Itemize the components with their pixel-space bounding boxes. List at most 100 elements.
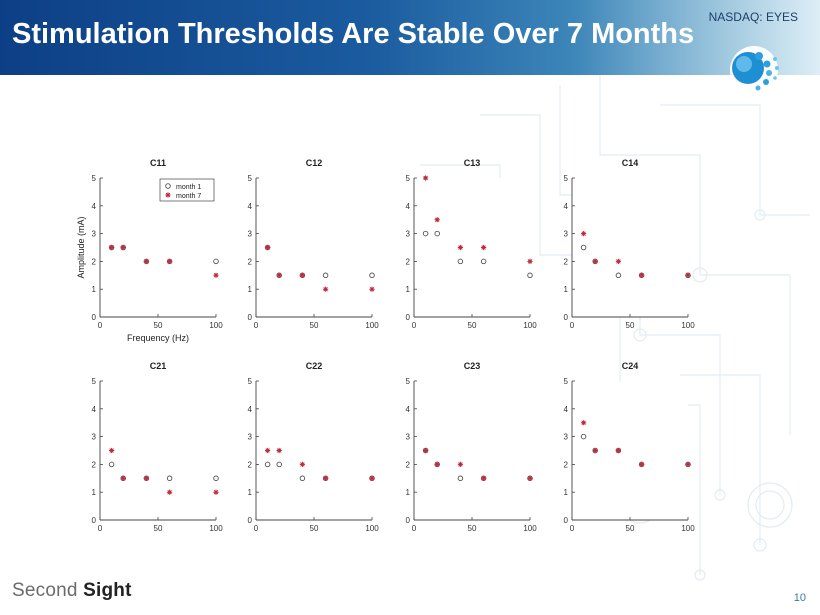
brand-logo: Second Sight [12, 580, 132, 602]
y-tick-label: 1 [406, 488, 411, 497]
y-tick-label: 2 [564, 257, 569, 266]
y-tick-label: 3 [92, 433, 97, 442]
legend-box [159, 178, 215, 202]
y-tick-label: 0 [564, 313, 569, 322]
month7-point [109, 244, 115, 251]
month1-point [480, 258, 487, 265]
legend-marker-month7 [165, 192, 171, 198]
y-tick-label: 5 [92, 174, 97, 183]
month7-point [323, 475, 329, 481]
month7-point [276, 447, 282, 454]
y-tick-label: 3 [406, 230, 411, 239]
x-tick-label: 100 [365, 321, 379, 330]
month7-point [434, 217, 440, 223]
brand-text-sight: Sight [83, 580, 132, 601]
month7-point [143, 475, 149, 481]
month7-point [213, 272, 219, 278]
month7-point [615, 258, 621, 264]
month7-point [434, 461, 440, 467]
globe-logo-icon [730, 46, 779, 94]
month1-point [615, 272, 622, 279]
y-tick-label: 0 [564, 516, 569, 525]
month7-point [276, 272, 282, 278]
y-tick-label: 4 [248, 202, 253, 211]
month1-point [580, 433, 587, 440]
month7-point [120, 244, 126, 251]
x-tick-label: 100 [681, 524, 695, 533]
y-tick-label: 3 [248, 433, 253, 442]
month7-point [615, 447, 621, 454]
x-axis-label: Frequency (Hz) [127, 333, 189, 343]
y-tick-label: 5 [248, 174, 253, 183]
y-tick-label: 0 [248, 516, 253, 525]
month7-point [685, 461, 691, 467]
brand-text-second: Second [12, 580, 84, 601]
x-tick-label: 100 [365, 524, 379, 533]
y-tick-label: 2 [92, 460, 97, 469]
month7-point [592, 258, 598, 264]
y-tick-label: 1 [92, 488, 97, 497]
y-tick-label: 1 [92, 285, 97, 294]
x-tick-label: 0 [412, 524, 417, 533]
y-tick-label: 2 [248, 460, 253, 469]
month1-point [166, 475, 173, 482]
legend-label: month 7 [176, 193, 201, 200]
x-tick-label: 100 [681, 321, 695, 330]
month7-point [527, 258, 533, 264]
x-tick-label: 0 [254, 321, 259, 330]
x-tick-label: 50 [154, 524, 163, 533]
x-tick-label: 0 [98, 321, 103, 330]
chart-title: C24 [622, 361, 639, 371]
slide-title: Stimulation Thresholds Are Stable Over 7… [12, 18, 695, 50]
y-tick-label: 0 [92, 516, 97, 525]
month7-point [299, 461, 305, 467]
legend-marker-month1 [165, 183, 171, 189]
month7-point [167, 489, 173, 495]
slide-header: Stimulation Thresholds Are Stable Over 7… [0, 0, 820, 94]
month7-point [457, 461, 463, 467]
y-tick-label: 4 [92, 202, 97, 211]
x-tick-label: 0 [570, 524, 575, 533]
month7-point [299, 272, 305, 278]
chart-title: C23 [464, 361, 481, 371]
y-tick-label: 5 [564, 377, 569, 386]
month1-point [434, 230, 440, 237]
month7-point [323, 286, 329, 292]
month7-point [369, 475, 375, 481]
y-tick-label: 4 [406, 405, 411, 414]
x-tick-label: 50 [468, 321, 477, 330]
y-tick-label: 5 [248, 377, 253, 386]
x-tick-label: 50 [310, 321, 319, 330]
x-tick-label: 50 [626, 524, 635, 533]
y-tick-label: 5 [406, 174, 411, 183]
x-tick-label: 50 [468, 524, 477, 533]
y-tick-label: 0 [248, 313, 253, 322]
month7-point [265, 244, 271, 251]
y-tick-label: 0 [406, 516, 411, 525]
chart-title: C22 [306, 361, 323, 371]
y-tick-label: 1 [248, 285, 253, 294]
x-tick-label: 100 [209, 524, 223, 533]
month7-point [639, 272, 645, 278]
month7-point [167, 258, 173, 264]
month1-point [299, 475, 306, 482]
y-tick-label: 0 [92, 313, 97, 322]
y-tick-label: 3 [564, 230, 569, 239]
x-tick-label: 50 [310, 524, 319, 533]
month1-point [369, 272, 375, 279]
y-tick-label: 0 [406, 313, 411, 322]
x-tick-label: 0 [412, 321, 417, 330]
chart-title: C12 [306, 158, 323, 168]
month7-point [423, 175, 429, 181]
x-tick-label: 100 [523, 321, 537, 330]
y-tick-label: 2 [248, 257, 253, 266]
x-tick-label: 0 [98, 524, 103, 533]
month7-point [481, 244, 487, 251]
y-tick-label: 2 [406, 257, 411, 266]
